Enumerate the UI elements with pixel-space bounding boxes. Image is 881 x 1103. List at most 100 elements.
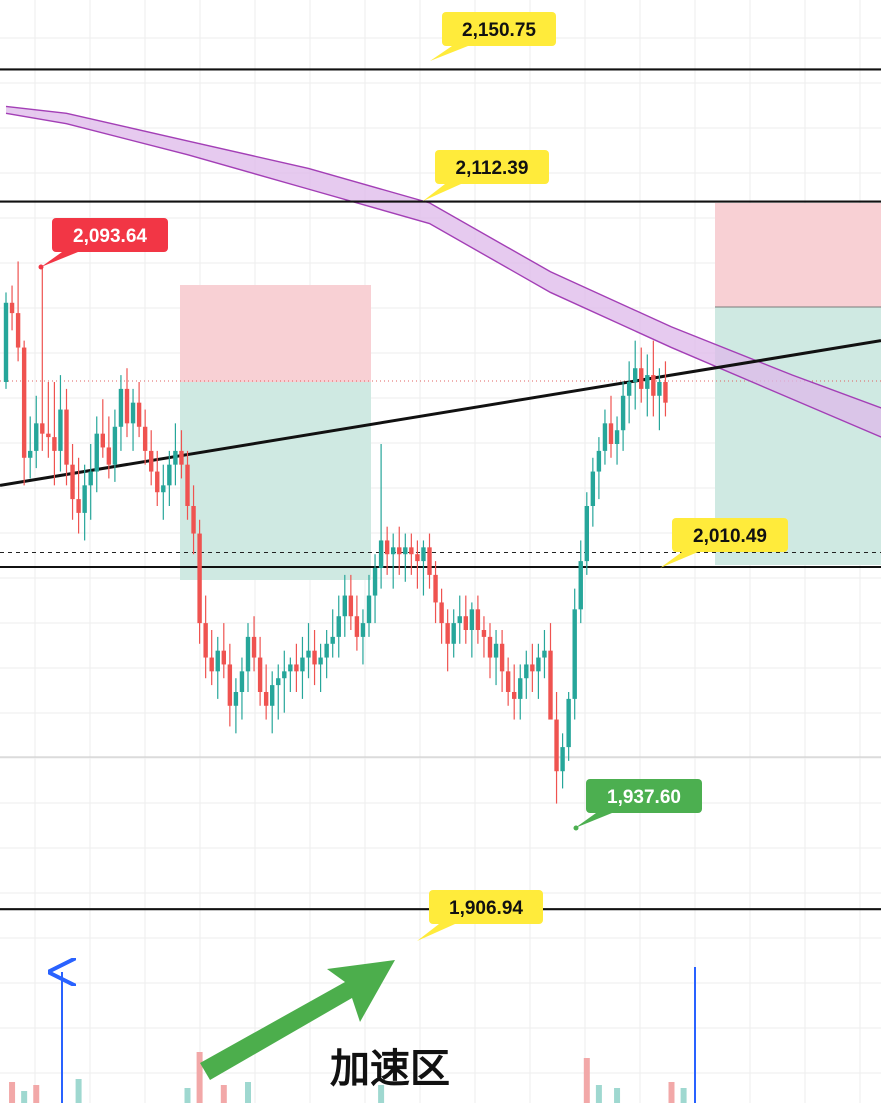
candle <box>58 375 63 472</box>
level-label-1906: 1,906.94 <box>417 890 543 941</box>
candle <box>185 450 190 520</box>
volume-bar <box>595 1085 602 1103</box>
candle <box>566 692 571 761</box>
candle <box>149 430 154 486</box>
candle <box>548 623 553 720</box>
candle <box>112 409 118 482</box>
candle <box>633 340 638 410</box>
candle <box>481 616 487 658</box>
volume-bar <box>245 1082 251 1103</box>
level-label-2112-text: 2,112.39 <box>456 158 529 179</box>
candle <box>560 733 565 789</box>
candle <box>572 588 577 720</box>
candle <box>602 409 608 465</box>
candle <box>306 623 311 679</box>
candle <box>312 630 317 686</box>
candle <box>403 533 408 582</box>
volume-bar <box>614 1088 621 1103</box>
candle <box>518 664 523 720</box>
candle <box>100 399 105 458</box>
candle <box>130 388 136 451</box>
candle <box>620 382 626 451</box>
candle <box>378 444 384 589</box>
volume-bars <box>9 967 696 1103</box>
candle <box>76 457 81 534</box>
trendline <box>0 339 881 487</box>
candle <box>294 643 299 692</box>
candle <box>94 416 99 493</box>
candle <box>354 595 360 651</box>
candle <box>421 540 426 596</box>
candle <box>179 430 184 479</box>
candle <box>433 561 438 624</box>
candle <box>512 664 517 720</box>
volume-bar <box>668 1082 675 1103</box>
volume-bar <box>184 1088 191 1103</box>
candle <box>155 450 160 506</box>
candle <box>554 692 559 804</box>
candle <box>499 630 505 692</box>
candle <box>578 540 583 624</box>
volume-bar <box>33 1085 40 1103</box>
candle <box>233 678 239 734</box>
candle <box>342 574 347 637</box>
candle <box>651 340 656 417</box>
candle <box>457 595 462 644</box>
candle <box>118 375 124 451</box>
candle <box>318 643 323 692</box>
low-dot <box>573 825 579 831</box>
candle <box>28 416 33 479</box>
candle <box>469 602 475 658</box>
candle <box>282 650 287 713</box>
candle <box>505 657 511 706</box>
low-label-text: 1,937.60 <box>607 787 681 808</box>
candle <box>209 630 214 686</box>
candle <box>136 382 142 438</box>
reward-zone-1 <box>180 382 371 580</box>
candle <box>626 361 632 424</box>
risk-reward-zones <box>0 203 881 580</box>
volume-bar <box>378 1085 385 1103</box>
candle <box>34 395 39 469</box>
candle <box>584 492 589 575</box>
candle <box>203 595 208 679</box>
level-label-2010-text: 2,010.49 <box>693 526 767 547</box>
candle <box>15 261 21 362</box>
candle <box>173 423 178 486</box>
candle <box>142 409 148 465</box>
candle <box>251 616 257 672</box>
level-label-1906-text: 1,906.94 <box>449 898 523 919</box>
candle <box>487 623 493 679</box>
candle <box>397 526 402 575</box>
candle <box>639 347 644 403</box>
volume-bar <box>583 1058 590 1103</box>
candle <box>330 609 335 658</box>
candle <box>590 457 596 527</box>
candle <box>324 630 329 679</box>
candle <box>336 595 341 658</box>
candle <box>415 540 420 589</box>
candle <box>366 574 372 637</box>
candle <box>221 623 226 679</box>
candle <box>645 354 650 417</box>
candle <box>82 464 87 541</box>
candle <box>161 464 166 520</box>
candle <box>300 636 305 699</box>
candle <box>124 368 130 438</box>
candle <box>191 485 196 555</box>
volume-bar <box>9 1082 16 1103</box>
candle <box>70 444 75 520</box>
candle <box>384 526 390 575</box>
candle <box>409 533 414 575</box>
candle <box>215 636 220 699</box>
candle <box>245 623 251 692</box>
level-label-2150-text: 2,150.75 <box>462 20 536 41</box>
level-label-2010: 2,010.49 <box>660 518 788 568</box>
candle <box>493 630 499 686</box>
acceleration-arrow-layer <box>200 960 395 1080</box>
candle <box>197 519 202 644</box>
acceleration-arrow <box>200 960 395 1080</box>
candle <box>596 437 602 500</box>
candle <box>21 340 27 486</box>
